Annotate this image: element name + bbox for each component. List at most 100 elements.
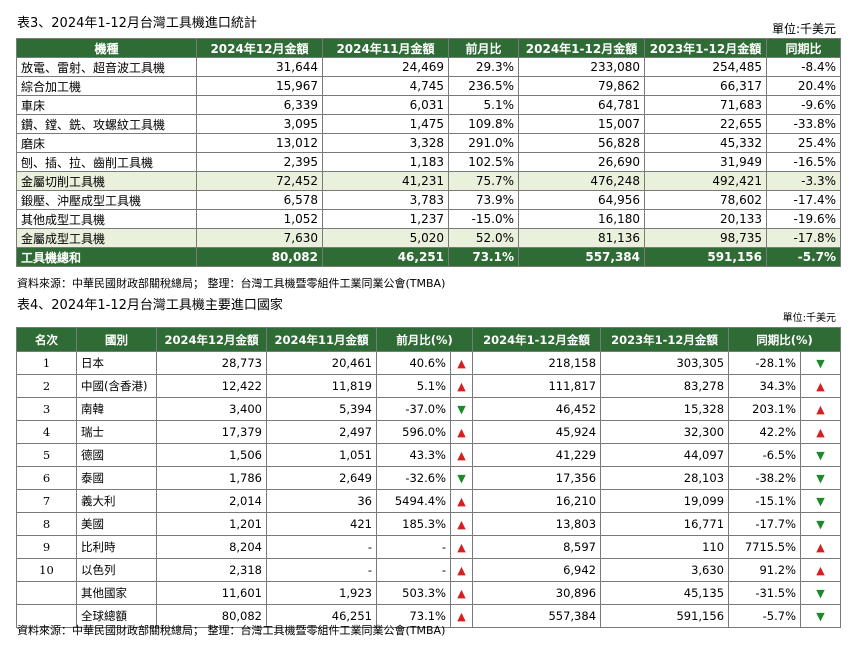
nov-2024-cell: 1,237 — [322, 209, 449, 229]
table-row: 9 比利時 8,204- - ▲ 8,597 110 7715.5% ▲ — [16, 535, 842, 559]
country-cell: 美國 — [76, 512, 157, 536]
mom-cell: 596.0% — [376, 420, 451, 444]
country-import-table: 名次 國別 2024年12月金額 2024年11月金額 前月比(%) 2024年… — [16, 327, 842, 628]
arrow-down-icon: ▼ — [800, 604, 842, 628]
table4-unit: 單位:千美元 — [782, 313, 836, 324]
machine-type-cell: 鍛壓、沖壓成型工具機 — [16, 190, 197, 210]
yoy-cell: -17.8% — [766, 228, 841, 248]
rank-cell: 4 — [16, 420, 77, 444]
nov-2024-cell: 41,231 — [322, 171, 449, 191]
country-cell: 南韓 — [76, 397, 157, 421]
ytd-2023-cell: 254,485 — [644, 57, 767, 77]
mom-cell: 52.0% — [448, 228, 519, 248]
yoy-cell: -17.7% — [728, 512, 802, 536]
arrow-down-icon: ▼ — [800, 489, 842, 513]
mom-cell: 73.9% — [448, 190, 519, 210]
ytd-2023-cell: 22,655 — [644, 114, 767, 134]
ytd-2023-cell: 591,156 — [644, 247, 767, 267]
arrow-up-icon: ▲ — [449, 374, 474, 398]
ytd-2023-cell: 45,135 — [600, 581, 730, 605]
yoy-cell: -8.4% — [766, 57, 841, 77]
table4-title: 表4、2024年1-12月台灣工具機主要進口國家 — [17, 298, 283, 313]
mom-cell: 102.5% — [448, 152, 519, 172]
ytd-2023-cell: 16,771 — [600, 512, 730, 536]
rank-cell: 5 — [16, 443, 77, 467]
arrow-up-icon: ▲ — [800, 420, 842, 444]
arrow-down-icon: ▼ — [449, 397, 474, 421]
nov-2024-cell: 36 — [266, 489, 377, 513]
ytd-2023-cell: 45,332 — [644, 133, 767, 153]
ytd-2024-cell: 15,007 — [518, 114, 645, 134]
nov-2024-cell: 2,649 — [266, 466, 377, 490]
table-row: 8 美國 1,201 421 185.3% ▲ 13,803 16,771 -17.7% ▼ — [16, 512, 842, 536]
header-machine-type: 機種 — [16, 38, 197, 58]
table-row: 6 泰國 1,786 2,649 -32.6% ▼ 17,356 28,103 -38.2% ▼ — [16, 466, 842, 490]
rank-cell: 10 — [16, 558, 77, 582]
table-row: 10 以色列 2,318- - ▲ 6,942 3,630 91.2% ▲ — [16, 558, 842, 582]
mom-cell: 29.3% — [448, 57, 519, 77]
machine-type-cell: 金屬成型工具機 — [16, 228, 197, 248]
table-row: 金屬成型工具機 7,630 5,020 52.0% 81,136 98,735 -17.8% — [16, 228, 841, 248]
dec-2024-cell: 1,786 — [156, 466, 267, 490]
country-cell: 中國(含香港) — [76, 374, 157, 398]
ytd-2024-cell: 476,248 — [518, 171, 645, 191]
arrow-down-icon: ▼ — [800, 466, 842, 490]
yoy-cell: -28.1% — [728, 351, 802, 375]
mom-cell: 43.3% — [376, 443, 451, 467]
ytd-2024-cell: 8,597 — [472, 535, 602, 559]
ytd-2024-cell: 26,690 — [518, 152, 645, 172]
dec-2024-cell: 8,204 — [156, 535, 267, 559]
mom-cell: 40.6% — [376, 351, 451, 375]
table-row: 刨、插、拉、齒削工具機 2,395 1,183 102.5% 26,690 31,949-… — [16, 152, 841, 172]
rank-cell — [16, 581, 77, 605]
dec-2024-cell: 3,095 — [196, 114, 323, 134]
dec-2024-cell: 7,630 — [196, 228, 323, 248]
nov-2024-cell: 24,469 — [322, 57, 449, 77]
ytd-2024-cell: 17,356 — [472, 466, 602, 490]
table-row: 鑽、鏜、銑、攻螺紋工具機 3,095 1,475 109.8% 15,007 22,655… — [16, 114, 841, 134]
header-dec-2024: 2024年12月金額 — [156, 327, 267, 352]
nov-2024-cell: 1,051 — [266, 443, 377, 467]
ytd-2023-cell: 31,949 — [644, 152, 767, 172]
country-cell: 瑞士 — [76, 420, 157, 444]
machine-type-cell: 車床 — [16, 95, 197, 115]
yoy-cell: -38.2% — [728, 466, 802, 490]
table-row: 4 瑞士 17,379 2,497 596.0% ▲ 45,924 32,300 42.2% ▲ — [16, 420, 842, 444]
yoy-cell: -6.5% — [728, 443, 802, 467]
arrow-up-icon: ▲ — [449, 581, 474, 605]
mom-cell: 109.8% — [448, 114, 519, 134]
arrow-up-icon: ▲ — [449, 604, 474, 628]
header-yoy: 同期比(%) — [728, 327, 842, 352]
rank-cell: 7 — [16, 489, 77, 513]
table3-source-note: 資料來源：中華民國財政部關稅總局； 整理：台灣工具機暨零組件工業同業公會(TMB… — [17, 277, 446, 290]
ytd-2024-cell: 6,942 — [472, 558, 602, 582]
ytd-2023-cell: 66,317 — [644, 76, 767, 96]
table-row: 其他國家 11,601 1,923 503.3% ▲ 30,896 45,135 -31.5%… — [16, 581, 842, 605]
yoy-cell: 7715.5% — [728, 535, 802, 559]
dec-2024-cell: 6,339 — [196, 95, 323, 115]
nov-2024-cell: 1,923 — [266, 581, 377, 605]
country-cell: 德國 — [76, 443, 157, 467]
ytd-2024-cell: 79,862 — [518, 76, 645, 96]
table-row: 5 德國 1,506 1,051 43.3% ▲ 41,229 44,097 -6.5% ▼ — [16, 443, 842, 467]
nov-2024-cell: 421 — [266, 512, 377, 536]
yoy-cell: -3.3% — [766, 171, 841, 191]
arrow-up-icon: ▲ — [800, 535, 842, 559]
table-row: 2 中國(含香港) 12,422 11,819 5.1% ▲ 111,817 83,278 34… — [16, 374, 842, 398]
nov-2024-cell: - — [266, 535, 377, 559]
country-cell: 泰國 — [76, 466, 157, 490]
rank-cell: 9 — [16, 535, 77, 559]
arrow-up-icon: ▲ — [449, 489, 474, 513]
country-cell: 以色列 — [76, 558, 157, 582]
ytd-2024-cell: 13,803 — [472, 512, 602, 536]
header-ytd-2023: 2023年1-12月金額 — [644, 38, 767, 58]
mom-cell: 236.5% — [448, 76, 519, 96]
ytd-2024-cell: 41,229 — [472, 443, 602, 467]
nov-2024-cell: 5,020 — [322, 228, 449, 248]
mom-cell: 291.0% — [448, 133, 519, 153]
yoy-cell: 91.2% — [728, 558, 802, 582]
header-mom: 前月比(%) — [375, 327, 474, 352]
dec-2024-cell: 80,082 — [196, 247, 323, 267]
ytd-2024-cell: 45,924 — [472, 420, 602, 444]
rank-cell — [16, 604, 77, 628]
